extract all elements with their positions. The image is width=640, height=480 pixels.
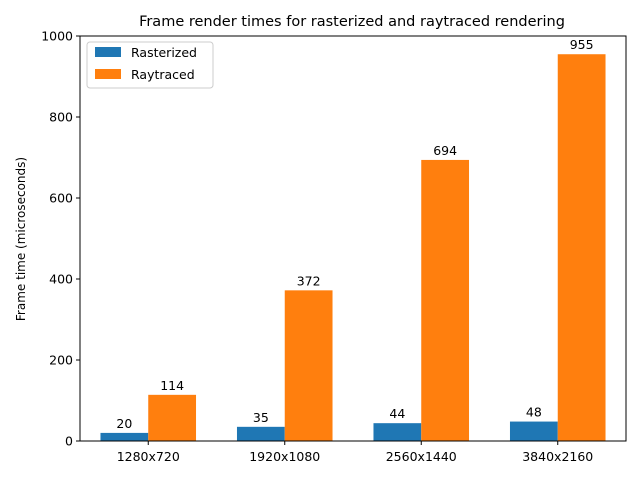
y-tick-label-600: 600 <box>49 191 73 206</box>
bar-raytraced-1280x720 <box>148 394 197 441</box>
value-label-rasterized-1280x720: 20 <box>116 416 132 431</box>
value-label-raytraced-3840x2160: 955 <box>570 37 594 52</box>
value-label-raytraced-1920x1080: 372 <box>297 273 321 288</box>
plot-frame <box>79 35 627 442</box>
y-axis-label: Frame time (microseconds) <box>14 157 28 321</box>
y-tick-label-800: 800 <box>49 110 73 125</box>
y-axis-ticks: 0 200 400 600 800 1000 <box>41 29 80 449</box>
value-label-rasterized-2560x1440: 44 <box>389 406 405 421</box>
bar-rasterized-1920x1080 <box>236 426 285 441</box>
x-tick-label-1920x1080: 1920x1080 <box>249 449 320 464</box>
x-tick-label-1280x720: 1280x720 <box>117 449 180 464</box>
y-tick-label-0: 0 <box>65 434 73 449</box>
bar-raytraced-2560x1440 <box>421 159 470 441</box>
x-axis-ticks: 1280x720 1920x1080 2560x1440 3840x2160 <box>117 441 593 464</box>
y-tick-label-200: 200 <box>49 353 73 368</box>
value-label-rasterized-1920x1080: 35 <box>253 410 269 425</box>
legend-swatch-raytraced <box>95 69 121 79</box>
chart-title: Frame render times for rasterized and ra… <box>139 14 565 30</box>
legend: Rasterized Raytraced <box>86 41 214 89</box>
value-label-rasterized-3840x2160: 48 <box>526 405 542 420</box>
y-tick-label-1000: 1000 <box>41 29 73 44</box>
x-tick-label-3840x2160: 3840x2160 <box>522 449 593 464</box>
bar-rasterized-3840x2160 <box>509 421 558 441</box>
x-tick-label-2560x1440: 2560x1440 <box>386 449 457 464</box>
value-labels-layer: 20 35 44 48 114 372 694 955 <box>116 37 593 431</box>
bar-raytraced-1920x1080 <box>284 290 333 441</box>
bars-layer <box>100 54 606 441</box>
legend-label-rasterized: Rasterized <box>131 45 197 60</box>
bar-rasterized-2560x1440 <box>373 423 422 441</box>
y-tick-label-400: 400 <box>49 272 73 287</box>
legend-label-raytraced: Raytraced <box>131 67 195 82</box>
value-label-raytraced-1280x720: 114 <box>160 378 184 393</box>
legend-swatch-rasterized <box>95 47 121 57</box>
value-label-raytraced-2560x1440: 694 <box>433 143 457 158</box>
bar-raytraced-3840x2160 <box>557 54 606 441</box>
bar-rasterized-1280x720 <box>100 432 149 441</box>
